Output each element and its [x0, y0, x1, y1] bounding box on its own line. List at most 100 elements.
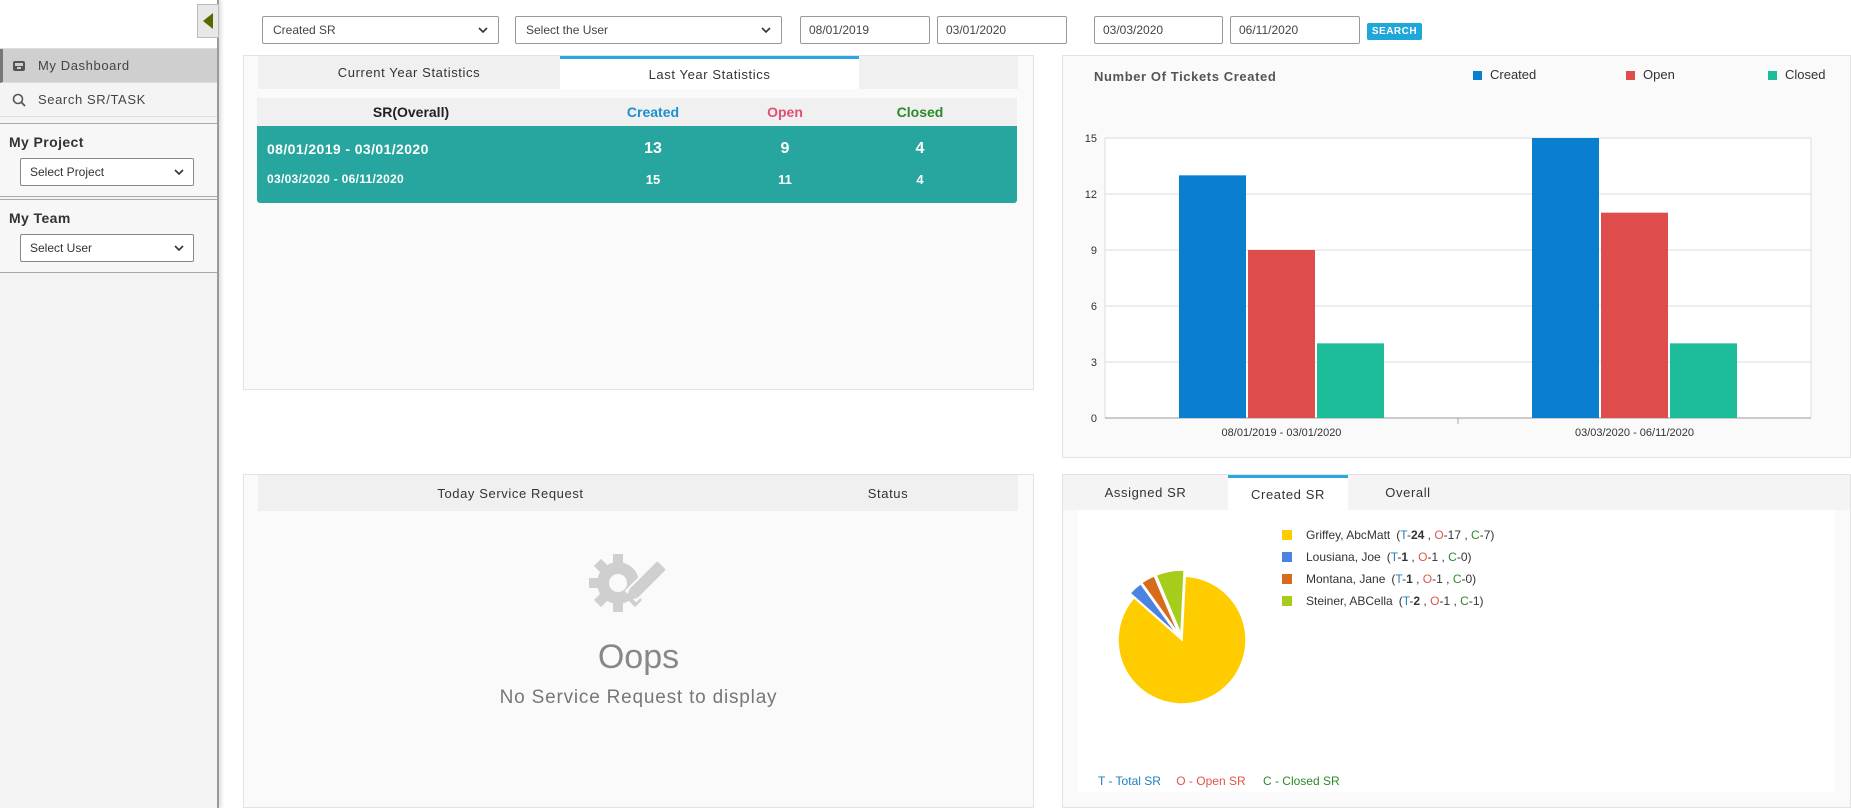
sr-distribution-panel: Assigned SR Created SR Overall Griffey, … — [1062, 474, 1851, 808]
legend-swatch — [1768, 71, 1777, 80]
tab-overall[interactable]: Overall — [1385, 485, 1431, 500]
stats-row-created: 13 — [644, 140, 662, 157]
date2-from-input[interactable] — [1094, 16, 1223, 44]
date1-to-input[interactable] — [937, 16, 1067, 44]
bar-closed — [1317, 343, 1384, 418]
legend-name: Griffey, AbcMatt — [1306, 528, 1391, 542]
x-tick-label: 03/03/2020 - 06/11/2020 — [1575, 427, 1694, 439]
chevron-down-icon — [174, 168, 184, 175]
my-team-section: My Team Select User — [0, 199, 217, 273]
user-filter-value: Select the User — [526, 23, 609, 37]
distribution-tabs: Assigned SR Created SR Overall — [1063, 475, 1850, 510]
sr-type-value: Created SR — [273, 23, 336, 37]
pie-chart-area: Griffey, AbcMatt (T-24 , O-17 , C-7) Lou… — [1078, 510, 1835, 792]
key-closed: C - Closed SR — [1262, 774, 1340, 788]
sr-type-select[interactable]: Created SR — [262, 16, 499, 44]
settings-edit-icon — [589, 554, 671, 612]
pie-legend-item: Montana, Jane (T-1 , O-1 , C-0) — [1282, 572, 1494, 586]
pie-slice[interactable] — [1128, 582, 1179, 637]
user-select[interactable]: Select User — [20, 234, 194, 262]
pie-slice[interactable] — [1140, 574, 1180, 636]
tab-assigned-sr[interactable]: Assigned SR — [1104, 485, 1187, 500]
legend-counts: (T-1 , O-1 , C-0) — [1386, 550, 1472, 564]
stats-head-label: SR(Overall) — [372, 104, 450, 120]
nav-label: Search SR/TASK — [38, 92, 146, 107]
date2-to-input[interactable] — [1230, 16, 1360, 44]
bar-open — [1601, 212, 1668, 418]
pie-slice[interactable] — [1155, 569, 1185, 635]
stats-body: 08/01/2019 - 03/01/2020 13 9 4 03/03/202… — [257, 126, 1017, 203]
legend-label: Closed — [1785, 67, 1825, 82]
stats-row-created: 15 — [645, 171, 661, 187]
legend-swatch — [1473, 71, 1482, 80]
y-tick-label: 15 — [1085, 133, 1097, 145]
requests-table-header: Today Service Request Status — [258, 475, 1018, 511]
nav-item-search-sr-task[interactable]: Search SR/TASK — [0, 83, 217, 117]
legend-counts: (T-24 , O-17 , C-7) — [1396, 528, 1495, 542]
legend-counts: (T-1 , O-1 , C-0) — [1391, 572, 1477, 586]
user-filter-select[interactable]: Select the User — [515, 16, 782, 44]
bar-created — [1532, 138, 1599, 418]
stats-row-range: 03/03/2020 - 06/11/2020 — [267, 172, 405, 186]
chevron-down-icon — [761, 26, 771, 33]
legend-swatch — [1282, 530, 1292, 540]
stats-head-open: Open — [767, 104, 803, 120]
bar-closed — [1670, 343, 1737, 418]
my-team-title: My Team — [9, 210, 71, 226]
my-project-section: My Project Select Project — [0, 123, 217, 197]
key-total: T - Total SR — [1098, 774, 1161, 788]
stats-head-created: Created — [626, 104, 680, 120]
tab-current-year-statistics[interactable]: Current Year Statistics — [337, 65, 481, 80]
logo-area — [0, 0, 219, 49]
user-select-value: Select User — [30, 241, 93, 255]
legend-name: Lousiana, Joe — [1306, 550, 1381, 564]
collapse-sidebar-button[interactable] — [197, 4, 219, 38]
y-tick-label: 0 — [1091, 413, 1097, 425]
stats-row-open: 11 — [778, 171, 792, 187]
nav-label: My Dashboard — [38, 58, 130, 73]
bar-chart: Number Of Tickets Created 0 3 6 9 12 15 08/01/… — [1085, 67, 1826, 439]
key-open: O - Open SR — [1176, 774, 1246, 788]
pie-slice[interactable] — [1117, 575, 1247, 705]
project-select[interactable]: Select Project — [20, 158, 194, 186]
chart-title: Number Of Tickets Created — [1094, 69, 1276, 84]
stats-header: SR(Overall) Created Open Closed — [257, 98, 1017, 126]
inbox-icon — [13, 60, 25, 71]
y-tick-label: 6 — [1091, 301, 1097, 313]
legend-swatch — [1282, 596, 1292, 606]
tab-created-sr[interactable]: Created SR — [1228, 475, 1348, 510]
tickets-chart-panel: Number Of Tickets Created 0 3 6 9 12 15 08/01/… — [1062, 55, 1851, 458]
statistics-tabs: Current Year Statistics Last Year Statis… — [258, 56, 1018, 89]
no-requests-message: No Service Request to display — [499, 687, 778, 708]
legend-name: Steiner, ABCella — [1306, 594, 1393, 608]
stats-row-open: 9 — [780, 140, 790, 157]
x-tick-label: 08/01/2019 - 03/01/2020 — [1222, 427, 1342, 439]
my-project-title: My Project — [9, 134, 84, 150]
nav-item-my-dashboard[interactable]: My Dashboard — [0, 49, 217, 83]
chevron-down-icon — [478, 26, 488, 33]
pie-chart — [1117, 569, 1247, 705]
sidebar: My Dashboard Search SR/TASK My Project S… — [0, 0, 219, 808]
y-tick-label: 3 — [1091, 357, 1097, 369]
pie-legend-item: Griffey, AbcMatt (T-24 , O-17 , C-7) — [1282, 528, 1494, 542]
date1-from-input[interactable] — [800, 16, 930, 44]
y-tick-label: 12 — [1085, 189, 1097, 201]
stats-row-closed: 4 — [915, 140, 925, 157]
legend-label: Created — [1490, 67, 1536, 82]
sr-key: T - Total SR O - Open SR C - Closed SR — [1098, 774, 1340, 788]
tab-last-year-statistics[interactable]: Last Year Statistics — [560, 56, 859, 89]
stats-head-closed: Closed — [896, 104, 944, 120]
service-requests-panel: Today Service Request Status Oops No Ser… — [243, 474, 1034, 808]
search-button[interactable]: SEARCH — [1367, 23, 1422, 40]
y-tick-label: 9 — [1091, 245, 1097, 257]
legend-name: Montana, Jane — [1306, 572, 1386, 586]
oops-title: Oops — [597, 638, 680, 676]
bar-created — [1179, 175, 1246, 418]
stats-row: 08/01/2019 - 03/01/2020 13 9 4 — [257, 138, 1017, 160]
search-icon — [12, 93, 26, 107]
legend-swatch — [1626, 71, 1635, 80]
header-today-service-request: Today Service Request — [437, 485, 584, 501]
chevron-down-icon — [174, 244, 184, 251]
stats-row-range: 08/01/2019 - 03/01/2020 — [267, 141, 429, 157]
legend-swatch — [1282, 552, 1292, 562]
